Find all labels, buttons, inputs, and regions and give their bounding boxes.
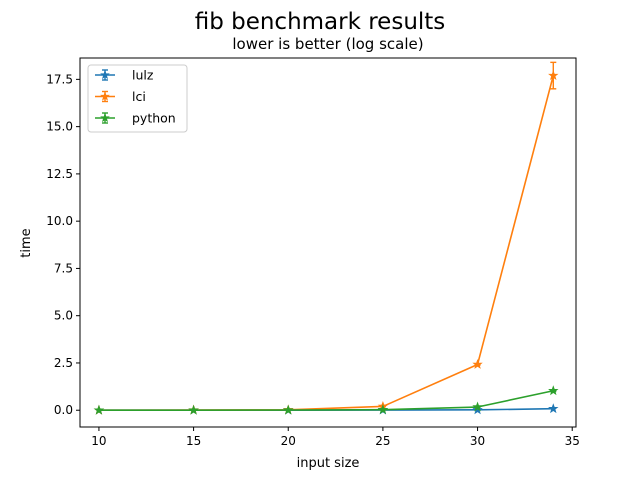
y-tick-label: 12.5 (46, 167, 73, 181)
y-tick-label: 7.5 (54, 261, 73, 275)
y-tick-label: 0.0 (54, 403, 73, 417)
data-point (472, 359, 483, 369)
chart-title: fib benchmark results (195, 9, 446, 35)
data-point (377, 404, 389, 415)
data-point (548, 70, 559, 81)
data-point (93, 404, 105, 415)
y-tick-label: 17.5 (46, 72, 73, 86)
data-point (548, 385, 559, 396)
legend-label: lci (132, 89, 146, 104)
y-tick-label: 10.0 (46, 214, 73, 228)
series-line (98, 389, 554, 412)
y-tick-label: 2.5 (54, 356, 73, 370)
x-axis-label: input size (297, 456, 360, 471)
legend-frame (87, 64, 188, 133)
data-point (188, 404, 199, 415)
legend-item-lci: lci (95, 89, 146, 104)
x-tick-label: 35 (565, 434, 580, 448)
data-point (548, 403, 559, 414)
x-tick-label: 30 (470, 434, 485, 448)
x-tick-label: 20 (281, 434, 296, 448)
legend-marker (100, 69, 110, 80)
data-point (472, 404, 483, 415)
legend-label: python (132, 111, 176, 126)
plot-frame (79, 57, 577, 428)
chart-subtitle: lower is better (log scale) (232, 35, 423, 53)
legend-item-python: python (95, 111, 176, 126)
y-tick-label: 5.0 (54, 309, 73, 323)
legend-marker (100, 91, 110, 101)
legend: lulz lci python (87, 64, 188, 133)
legend-item-lulz: lulz (95, 68, 154, 83)
data-point (472, 401, 483, 412)
x-tick-label: 25 (375, 434, 390, 448)
data-point (283, 404, 294, 415)
legend-label: lulz (132, 68, 154, 83)
x-tick-label: 15 (186, 434, 201, 448)
y-axis-label: time (19, 228, 34, 257)
series-python (93, 385, 559, 415)
x-tick-label: 10 (91, 434, 106, 448)
y-tick-label: 15.0 (46, 120, 73, 134)
legend-marker (100, 112, 110, 123)
